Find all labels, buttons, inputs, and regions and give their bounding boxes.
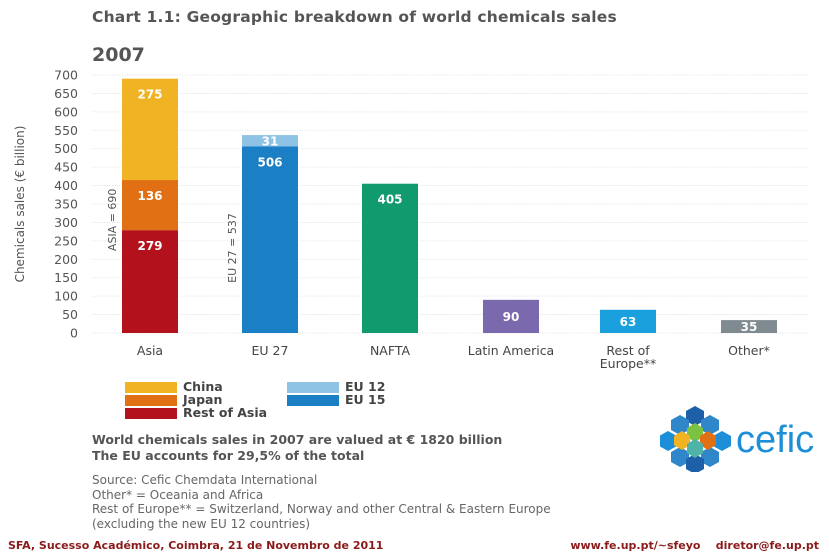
y-tick-label: 350 (54, 197, 78, 212)
x-tick-label: NAFTA (370, 343, 411, 358)
data-label: 279 (137, 239, 162, 253)
data-label: 506 (257, 156, 282, 170)
data-label: 136 (137, 189, 162, 203)
bar-segment (242, 135, 298, 147)
legend-label: EU 12 (345, 379, 386, 394)
summary: World chemicals sales in 2007 are valued… (92, 432, 502, 464)
y-tick-label: 250 (54, 233, 78, 248)
data-label: 31 (262, 134, 279, 148)
bar-segment (600, 309, 656, 333)
bar-total-label: ASIA = 690 (106, 189, 119, 251)
chart-title: Chart 1.1: Geographic breakdown of world… (92, 8, 617, 26)
y-axis-label: Chemicals sales (€ billion) (13, 126, 27, 283)
source-note: Source: Cefic Chemdata International (92, 473, 318, 487)
data-label: 63 (620, 315, 637, 329)
rest-of-europe-footnote-continued: (excluding the new EU 12 countries) (92, 516, 311, 531)
y-tick-label: 150 (54, 270, 78, 285)
legend-item: EU 15 (287, 393, 385, 406)
rest-of-europe-footnote: Rest of Europe** = Switzerland, Norway a… (92, 502, 551, 516)
legend-swatch (125, 408, 177, 419)
y-tick-label: 500 (54, 141, 78, 156)
summary-line-2: The EU accounts for 29,5% of the total (92, 448, 365, 463)
bar-segment (721, 320, 777, 333)
cefic-logo-text: cefic (736, 419, 814, 461)
cefic-logo: cefic (660, 406, 814, 472)
other-footnote: Other* = Oceania and Africa (92, 487, 264, 502)
source-notes: Source: Cefic Chemdata International Oth… (92, 473, 551, 531)
x-tick-label: Other* (728, 343, 770, 358)
y-tick-label: 50 (62, 307, 78, 322)
y-tick-label: 0 (70, 326, 78, 341)
bar-segment (362, 183, 418, 333)
bar-chart: 0 50 100 150 200 250 300 350 400 450 500 550 600 650 7… (13, 68, 808, 371)
y-tick-label: 200 (54, 252, 78, 267)
data-label: 90 (503, 310, 520, 324)
legend-left: China Japan Rest of Asia (125, 380, 267, 419)
bar-segment (122, 230, 178, 333)
y-tick-label: 450 (54, 160, 78, 175)
legend-swatch (287, 382, 339, 393)
summary-line-1: World chemicals sales in 2007 are valued… (92, 432, 503, 447)
legend-label: Japan (183, 392, 223, 407)
legend-label: Rest of Asia (183, 405, 268, 420)
footer-contact: www.fe.up.pt/~sfeyo diretor@fe.up.pt (570, 539, 819, 552)
y-tick-label: 100 (54, 289, 78, 304)
y-tick-label: 550 (54, 123, 78, 138)
bar-total-label: EU 27 = 537 (226, 213, 239, 283)
data-label: 35 (741, 320, 758, 334)
bar-segment (122, 78, 178, 181)
x-tick-label: Asia (137, 343, 163, 358)
legend-swatch (125, 395, 177, 406)
footer-event: SFA, Sucesso Académico, Coimbra, 21 de N… (8, 539, 384, 552)
bar-segment (122, 180, 178, 231)
data-label: 405 (377, 193, 402, 207)
legend-item: Rest of Asia (125, 406, 267, 419)
x-tick-label: EU 27 (252, 343, 289, 358)
data-label: 275 (137, 88, 162, 102)
bar-segment (483, 299, 539, 333)
y-tick-label: 600 (54, 104, 78, 119)
x-tick-label: Rest of (606, 343, 650, 358)
legend-right: EU 12 EU 15 (287, 380, 385, 406)
legend-item: Japan (125, 393, 267, 406)
legend-swatch (125, 382, 177, 393)
cefic-hexagon-emblem-icon (660, 406, 731, 472)
legend-label: China (183, 379, 223, 394)
y-tick-label: 700 (54, 68, 78, 83)
legend-item: China (125, 380, 267, 393)
x-tick-label: Europe** (600, 356, 656, 371)
x-tick-label: Latin America (468, 343, 554, 358)
legend-label: EU 15 (345, 392, 386, 407)
y-tick-label: 300 (54, 215, 78, 230)
chart-year: 2007 (92, 44, 145, 66)
bar-segment (242, 146, 298, 333)
y-tick-label: 400 (54, 178, 78, 193)
legend-item: EU 12 (287, 380, 385, 393)
y-tick-label: 650 (54, 86, 78, 101)
legend-swatch (287, 395, 339, 406)
